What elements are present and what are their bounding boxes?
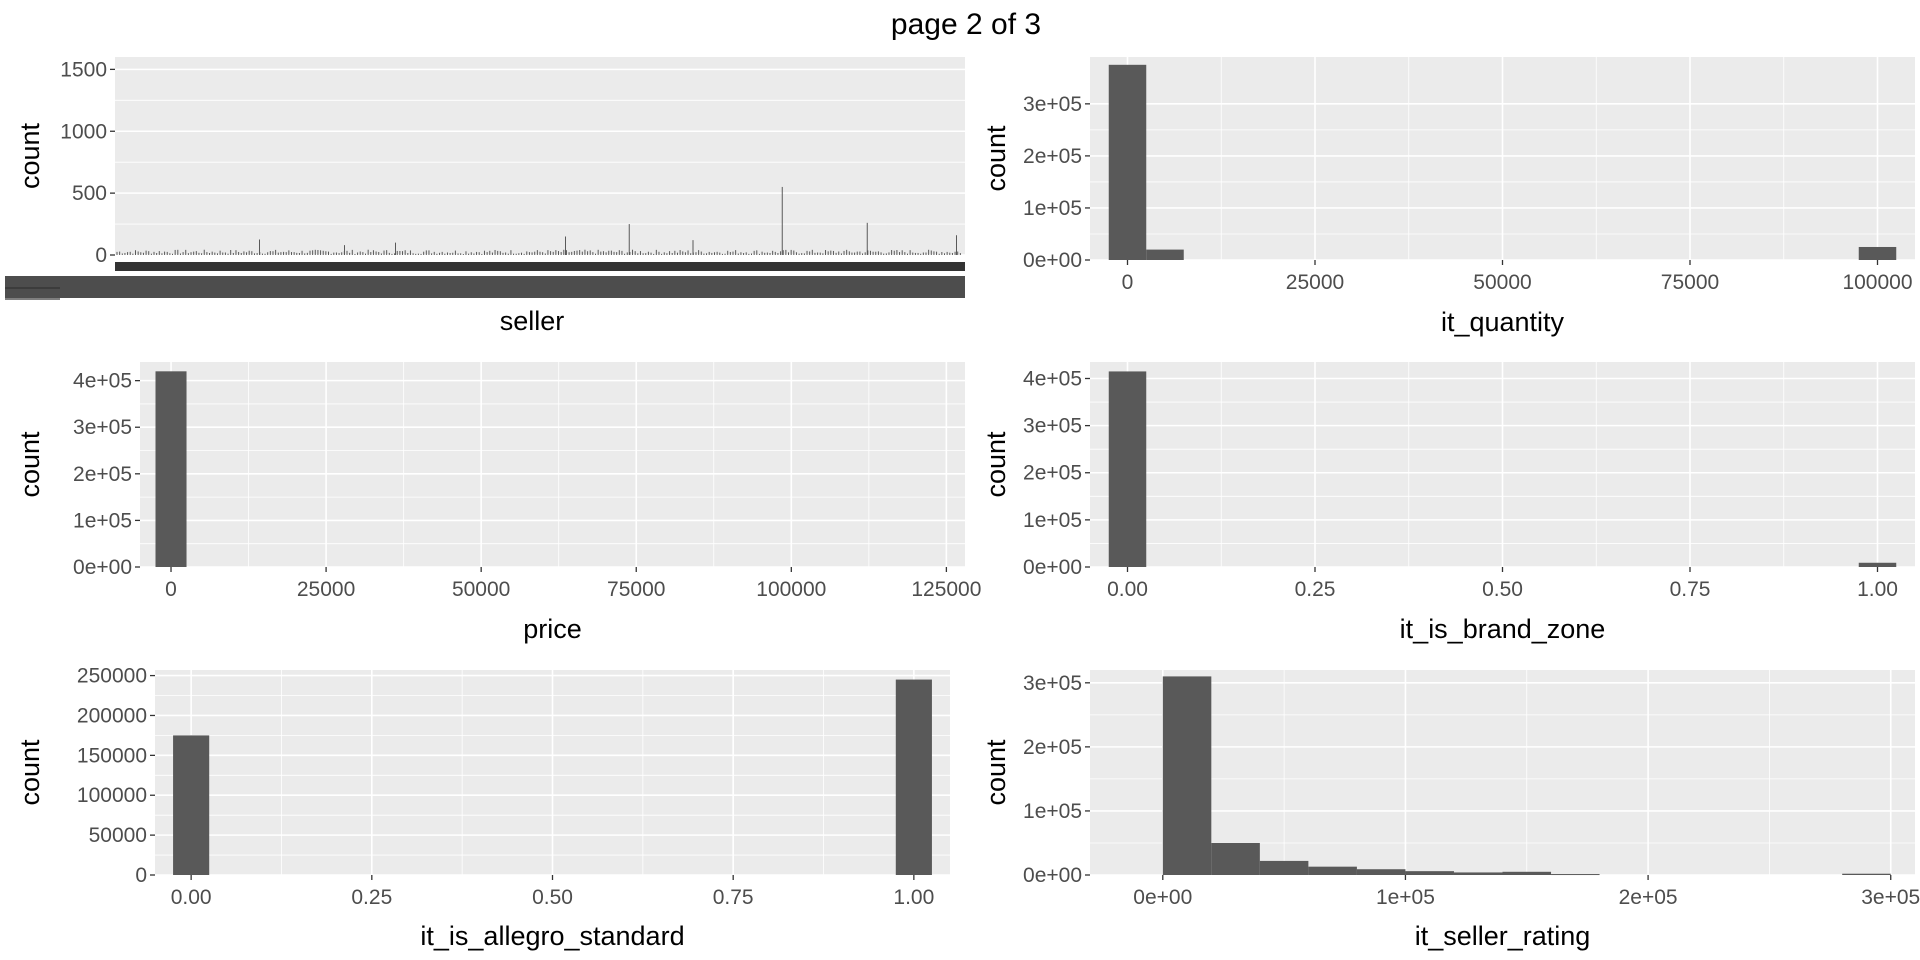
page-title: page 2 of 3 xyxy=(891,8,1041,41)
y-tick-label: 0e+00 xyxy=(73,556,132,579)
x-tick-label: 2e+05 xyxy=(1619,886,1678,909)
y-tick-label: 200000 xyxy=(77,704,147,727)
x-tick-label: 0.50 xyxy=(532,886,573,909)
y-axis-title: count xyxy=(981,431,1011,498)
histogram-bar xyxy=(1858,562,1897,567)
x-tick-label: 1.00 xyxy=(893,886,934,909)
x-axis-title: it_is_allegro_standard xyxy=(420,921,684,951)
x-tick-label: 50000 xyxy=(1473,271,1531,294)
y-tick-label: 3e+05 xyxy=(1023,93,1082,116)
y-tick-label: 3e+05 xyxy=(1023,415,1082,438)
histogram-bar xyxy=(895,679,932,875)
y-tick-label: 2e+05 xyxy=(1023,462,1082,485)
x-tick-label: 0.00 xyxy=(171,886,212,909)
x-tick-label: 0 xyxy=(165,578,177,601)
histogram-bar xyxy=(1551,874,1600,876)
histogram-bar xyxy=(1146,249,1184,260)
histogram-bar xyxy=(1211,842,1260,875)
y-tick-label: 0e+00 xyxy=(1023,864,1082,887)
y-tick-label: 1e+05 xyxy=(1023,800,1082,823)
y-tick-label: 250000 xyxy=(77,665,147,688)
histogram-bar xyxy=(173,735,210,875)
x-tick-label: 0 xyxy=(1122,271,1134,294)
y-tick-label: 3e+05 xyxy=(73,416,132,439)
y-axis-title: count xyxy=(981,739,1011,806)
y-tick-label: 1e+05 xyxy=(1023,197,1082,220)
x-tick-label: 100000 xyxy=(1842,271,1912,294)
x-tick-label: 25000 xyxy=(297,578,355,601)
y-tick-label: 0 xyxy=(135,864,147,887)
x-tick-label: 3e+05 xyxy=(1861,886,1920,909)
x-tick-label: 125000 xyxy=(911,578,981,601)
histogram-bar xyxy=(155,371,187,567)
histogram-bar xyxy=(1842,873,1891,875)
histogram-bar xyxy=(1259,860,1309,875)
x-axis-title: it_quantity xyxy=(1441,307,1565,337)
x-tick-label: 0.00 xyxy=(1107,578,1148,601)
x-tick-label: 1.00 xyxy=(1857,578,1898,601)
chart-panel-it_is_brand_zone: 0.00 0.25 0.50 0.75 1.00 0e+00 1e+05 2e+05 3e+05… xyxy=(981,362,1915,644)
y-tick-label: 50000 xyxy=(89,824,147,847)
x-axis-title: it_is_brand_zone xyxy=(1400,614,1606,644)
x-tick-label: 75000 xyxy=(1661,271,1719,294)
y-tick-label: 2e+05 xyxy=(73,463,132,486)
y-tick-label: 2e+05 xyxy=(1023,145,1082,168)
x-tick-label: 0.75 xyxy=(1670,578,1711,601)
x-tick-label: 75000 xyxy=(607,578,665,601)
y-tick-label: 3e+05 xyxy=(1023,672,1082,695)
y-tick-label: 1000 xyxy=(60,120,107,143)
chart-panel-it_seller_rating: 0e+00 1e+05 2e+05 3e+05 0e+00 1e+05 2e+05 3e+05… xyxy=(981,670,1920,951)
histogram-bar xyxy=(1308,866,1357,875)
y-tick-label: 0e+00 xyxy=(1023,556,1082,579)
x-tick-label: 0.75 xyxy=(713,886,754,909)
y-tick-label: 500 xyxy=(72,182,107,205)
plot-background xyxy=(1090,670,1915,875)
chart-panel-it_is_allegro_standard: 0.00 0.25 0.50 0.75 1.00 0 50000 100000 150000 20… xyxy=(15,665,950,951)
x-tick-label: 0.25 xyxy=(351,886,392,909)
histogram-bar xyxy=(1356,869,1406,875)
x-tick-label: 0e+00 xyxy=(1133,886,1192,909)
y-tick-label: 1e+05 xyxy=(1023,509,1082,532)
histogram-bar xyxy=(1502,871,1552,875)
x-axis-title: price xyxy=(523,614,582,644)
histogram-bar xyxy=(1108,64,1147,260)
y-tick-label: 100000 xyxy=(77,784,147,807)
x-tick-label: 25000 xyxy=(1286,271,1344,294)
histogram-bar xyxy=(1858,246,1897,260)
chart-panel-it_quantity: 0 25000 50000 75000 100000 0e+00 1e+05 2e+05 3e+… xyxy=(981,57,1915,337)
x-tick-label: 50000 xyxy=(452,578,510,601)
y-tick-label: 1e+05 xyxy=(73,509,132,532)
x-tick-label: 0.25 xyxy=(1295,578,1336,601)
plot-background xyxy=(140,362,965,567)
y-tick-label: 2e+05 xyxy=(1023,736,1082,759)
histogram-bar xyxy=(1162,676,1212,875)
y-axis-title: count xyxy=(981,125,1011,192)
seller-xtick-band xyxy=(115,262,965,271)
y-axis-title: count xyxy=(15,739,45,806)
x-tick-label: 0.50 xyxy=(1482,578,1523,601)
x-tick-label: 1e+05 xyxy=(1376,886,1435,909)
chart-panel-price: 0 25000 50000 75000 100000 125000 0e+00 1e+05 2e… xyxy=(15,362,981,644)
y-tick-label: 0e+00 xyxy=(1023,249,1082,272)
y-tick-label: 4e+05 xyxy=(73,370,132,393)
y-axis-title: count xyxy=(15,122,45,189)
histogram-bar xyxy=(1108,371,1147,567)
x-axis-title: seller xyxy=(500,306,565,336)
y-tick-label: 150000 xyxy=(77,744,147,767)
x-tick-label: 100000 xyxy=(756,578,826,601)
seller-xlabel-band xyxy=(5,276,965,298)
histogram-bar xyxy=(1405,871,1454,875)
y-tick-label: 1500 xyxy=(60,58,107,81)
y-tick-label: 4e+05 xyxy=(1023,367,1082,390)
chart-panel-seller: 0 500 1000 1500 count seller xyxy=(5,57,965,336)
plot-background xyxy=(115,57,965,255)
x-axis-title: it_seller_rating xyxy=(1415,921,1591,951)
y-axis-title: count xyxy=(15,431,45,498)
histogram-bar xyxy=(1453,872,1503,875)
y-tick-label: 0 xyxy=(95,244,107,267)
